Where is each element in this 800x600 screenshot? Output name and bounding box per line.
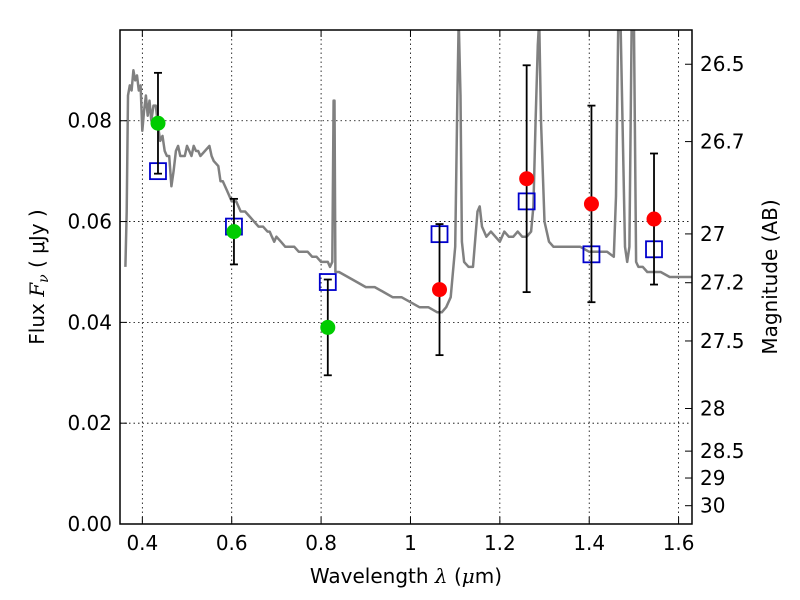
- y-tick-label: 0.02: [67, 411, 112, 435]
- flux-data-point: [519, 171, 535, 187]
- x-tick-label: 1: [404, 531, 417, 555]
- x-axis-title: Wavelength λ (μm): [310, 564, 502, 588]
- y2-tick-label: 30: [700, 494, 725, 518]
- flux-data-point: [432, 282, 448, 298]
- plot-area: [124, 30, 692, 377]
- flux-data-point: [646, 211, 662, 227]
- x-tick-label: 1.4: [573, 531, 605, 555]
- y-tick-label: 0.04: [67, 310, 112, 334]
- y2-tick-label: 28.5: [700, 439, 745, 463]
- y2-tick-label: 26.5: [700, 52, 745, 76]
- y-axis-title: Flux Fν ( μJy ): [25, 209, 52, 344]
- x-tick-label: 1.2: [484, 531, 516, 555]
- y2-tick-label: 27: [700, 222, 725, 246]
- flux-data-point: [226, 224, 242, 240]
- axis-ticks: 0.4 0.6 0.8 1 1.2 1.4 1.6 0.00 0.02 0.04 0.06 0.08 2…: [67, 30, 745, 555]
- plot-frame: [119, 29, 693, 525]
- y2-tick-label: 27.5: [700, 329, 745, 353]
- flux-data-point: [150, 115, 166, 131]
- y-tick-label: 0.06: [67, 210, 112, 234]
- y2-tick-label: 26.7: [700, 130, 745, 154]
- x-tick-label: 0.6: [216, 531, 248, 555]
- y2-axis-title: Magnitude (AB): [758, 199, 782, 354]
- y2-tick-label: 28: [700, 397, 725, 421]
- flux-data-point: [583, 196, 599, 212]
- x-tick-label: 1.6: [663, 531, 695, 555]
- y-tick-label: 0.08: [67, 109, 112, 133]
- grid: [120, 30, 692, 525]
- y2-tick-label: 29: [700, 466, 725, 490]
- flux-data-point: [320, 319, 336, 335]
- x-tick-label: 0.8: [305, 531, 337, 555]
- spectrum-line: [124, 30, 692, 314]
- y-tick-label: 0.00: [67, 512, 112, 536]
- x-tick-label: 0.4: [126, 531, 158, 555]
- y2-tick-label: 27.2: [700, 271, 745, 295]
